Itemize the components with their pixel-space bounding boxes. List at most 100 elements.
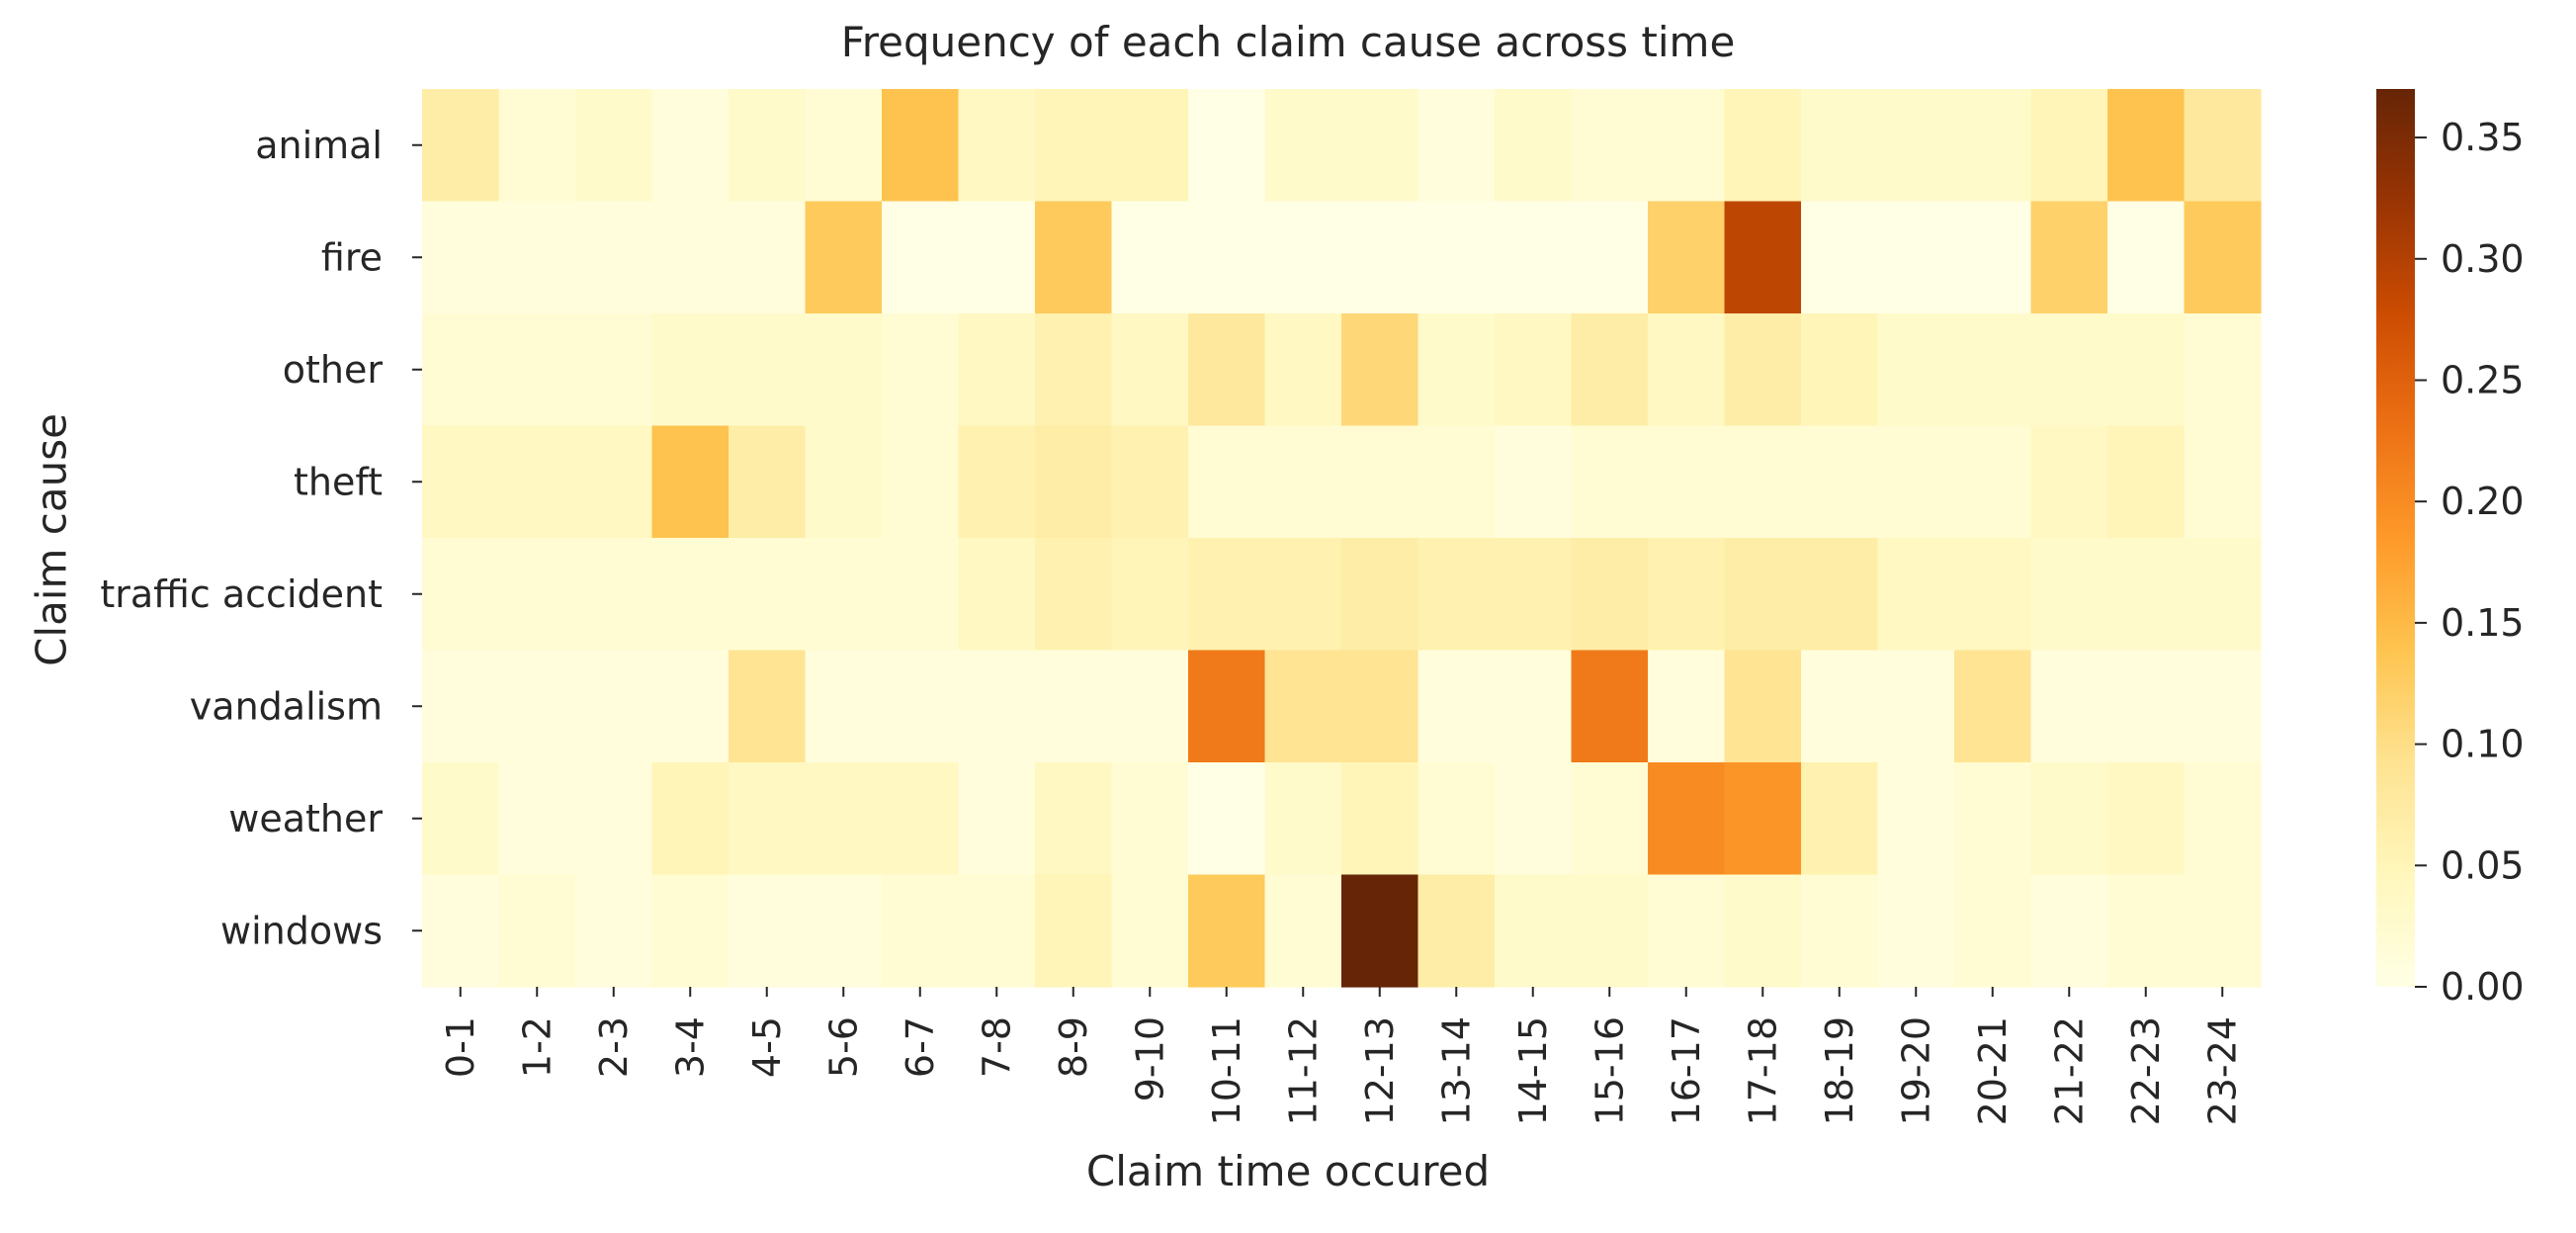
heatmap-cell <box>2107 313 2186 427</box>
heatmap-cell <box>1417 762 1496 876</box>
y-tick-labels: animal fire other theft traffic accident vand… <box>100 124 422 952</box>
heatmap-cell <box>1571 874 1649 988</box>
heatmap-cell <box>1495 874 1573 988</box>
heatmap-cell <box>1724 762 1802 876</box>
x-tick-label: 11-12 <box>1281 1016 1325 1125</box>
x-tick-label: 16-17 <box>1665 1016 1708 1125</box>
heatmap-cell <box>2107 874 2186 988</box>
heatmap-cell <box>1341 89 1419 203</box>
heatmap-cell <box>1648 650 1726 763</box>
heatmap-cell <box>729 89 807 203</box>
heatmap-cell <box>882 874 960 988</box>
heatmap-cell <box>1877 650 1955 763</box>
heatmap-cell <box>1571 425 1649 539</box>
heatmap-cell <box>2107 538 2186 652</box>
heatmap-cell <box>1954 538 2032 652</box>
heatmap-cell <box>1188 201 1266 314</box>
heatmap-cell <box>1035 313 1113 427</box>
x-tick-label: 4-5 <box>745 1016 789 1078</box>
x-axis-label: Claim time occured <box>1085 1147 1491 1195</box>
heatmap-cell <box>498 201 576 314</box>
heatmap-cell <box>1188 425 1266 539</box>
heatmap-cell <box>1111 425 1189 539</box>
heatmap-cell <box>651 874 730 988</box>
x-tick-label: 1-2 <box>515 1016 558 1078</box>
heatmap-cell <box>729 874 807 988</box>
heatmap-cell <box>651 89 730 203</box>
heatmap-cell <box>805 538 883 652</box>
colorbar-tick-label: 0.10 <box>2441 723 2525 766</box>
heatmap-cell <box>1188 874 1266 988</box>
heatmap-cell <box>651 201 730 314</box>
heatmap-cell <box>1264 313 1342 427</box>
x-tick-label: 7-8 <box>975 1016 1018 1078</box>
heatmap-cell <box>498 89 576 203</box>
x-tick-label: 10-11 <box>1205 1016 1248 1125</box>
heatmap-cell <box>1495 313 1573 427</box>
y-axis-label: Claim cause <box>27 413 76 666</box>
x-tick-label: 9-10 <box>1128 1016 1171 1101</box>
heatmap-cell <box>1648 538 1726 652</box>
heatmap-cell <box>958 650 1036 763</box>
heatmap-cell <box>2030 89 2108 203</box>
heatmap-cell <box>575 89 653 203</box>
x-tick-label: 18-19 <box>1818 1016 1861 1125</box>
heatmap-cell <box>1111 89 1189 203</box>
heatmap-cell <box>1111 874 1189 988</box>
y-tick-label: other <box>283 348 384 392</box>
heatmap-cell <box>1417 201 1496 314</box>
heatmap-cell <box>729 425 807 539</box>
colorbar-tick-label: 0.25 <box>2441 358 2525 401</box>
heatmap-cell <box>2184 89 2262 203</box>
heatmap-cell <box>1648 425 1726 539</box>
heatmap-cell <box>2184 201 2262 314</box>
heatmap-cell <box>1035 874 1113 988</box>
heatmap-cell <box>1954 762 2032 876</box>
y-tick-label: animal <box>255 124 383 167</box>
heatmap-cell <box>1341 650 1419 763</box>
heatmap-cell <box>2184 425 2262 539</box>
heatmap-cell <box>1035 538 1113 652</box>
heatmap-cell <box>1111 313 1189 427</box>
heatmap-cell <box>2184 538 2262 652</box>
heatmap-cell <box>422 201 500 314</box>
y-tick-label: fire <box>321 235 383 279</box>
heatmap-cell <box>1264 201 1342 314</box>
heatmap-cell <box>958 874 1036 988</box>
heatmap-cell <box>1264 762 1342 876</box>
heatmap-cell <box>2107 425 2186 539</box>
y-tick-label: windows <box>220 909 383 952</box>
heatmap-cell <box>805 313 883 427</box>
y-tick-label: traffic accident <box>100 572 383 616</box>
heatmap-cell <box>1954 201 2032 314</box>
x-tick-label: 6-7 <box>899 1016 942 1078</box>
heatmap-cell <box>805 874 883 988</box>
heatmap-cell <box>1341 313 1419 427</box>
heatmap-cell <box>1341 201 1419 314</box>
heatmap-cell <box>2184 313 2262 427</box>
heatmap-cell <box>575 313 653 427</box>
heatmap-cell <box>498 425 576 539</box>
heatmap-cell <box>575 874 653 988</box>
heatmap-cell <box>1954 89 2032 203</box>
y-tick-label: vandalism <box>190 684 383 728</box>
heatmap-cell <box>1341 874 1419 988</box>
heatmap-cell <box>498 650 576 763</box>
heatmap-cell <box>1188 538 1266 652</box>
heatmap-cell <box>1035 650 1113 763</box>
heatmap-cell <box>1724 425 1802 539</box>
heatmap-cell <box>1877 313 1955 427</box>
heatmap-cell <box>1648 89 1726 203</box>
heatmap-cell <box>729 538 807 652</box>
heatmap-cell <box>958 762 1036 876</box>
heatmap-cell <box>1571 762 1649 876</box>
heatmap-cell <box>651 538 730 652</box>
heatmap-cell <box>1111 762 1189 876</box>
heatmap-cell <box>1188 650 1266 763</box>
heatmap-cell <box>1877 538 1955 652</box>
heatmap-cell <box>1954 650 2032 763</box>
chart-title: Frequency of each claim cause across tim… <box>840 18 1736 66</box>
x-tick-label: 2-3 <box>592 1016 636 1078</box>
y-tick-label: weather <box>228 797 383 840</box>
heatmap-cell <box>2107 201 2186 314</box>
